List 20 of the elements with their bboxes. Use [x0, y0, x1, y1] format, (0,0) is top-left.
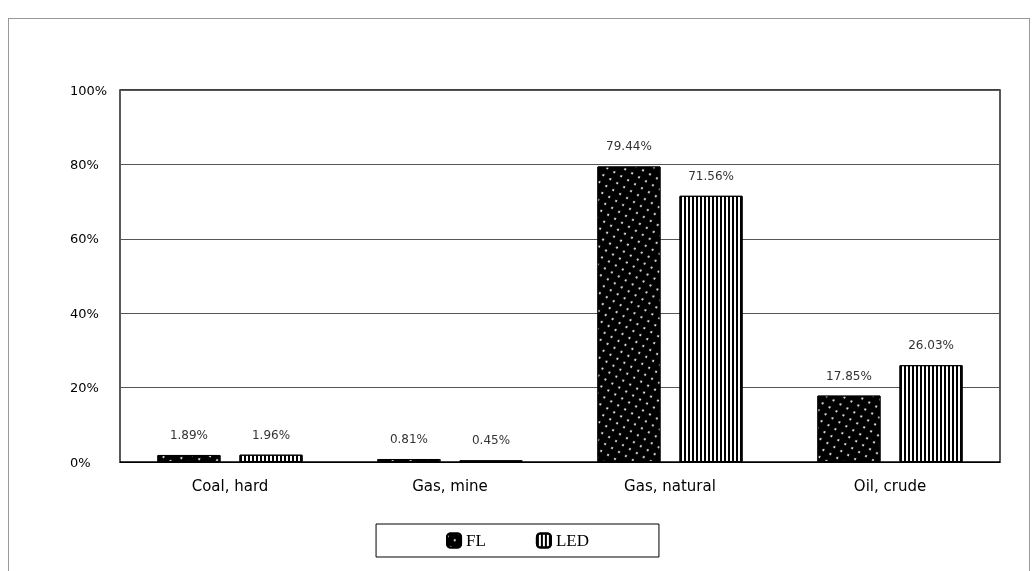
- y-tick-label: 20%: [70, 380, 99, 396]
- legend-label: FL: [466, 531, 486, 550]
- data-label: 26.03%: [908, 338, 954, 353]
- legend-label: LED: [555, 531, 589, 550]
- data-label: 1.96%: [251, 427, 291, 442]
- y-tick-label: 100%: [70, 82, 108, 98]
- data-label: 0.81%: [389, 431, 429, 446]
- data-label: 1.89%: [169, 427, 209, 442]
- x-tick-label: Coal, hard: [191, 476, 269, 495]
- y-tick-label: 80%: [70, 156, 99, 172]
- x-tick-label: Oil, crude: [853, 476, 927, 495]
- x-tick-label: Gas, mine: [412, 476, 488, 495]
- data-label: 17.85%: [826, 368, 872, 383]
- y-tick-label: 0%: [70, 454, 91, 470]
- y-tick-label: 60%: [70, 231, 99, 247]
- data-label: 79.44%: [606, 139, 652, 154]
- x-tick-label: Gas, natural: [624, 476, 716, 495]
- y-tick-label: 40%: [70, 305, 99, 321]
- data-label: 71.56%: [688, 168, 734, 183]
- data-label: 0.45%: [471, 433, 511, 448]
